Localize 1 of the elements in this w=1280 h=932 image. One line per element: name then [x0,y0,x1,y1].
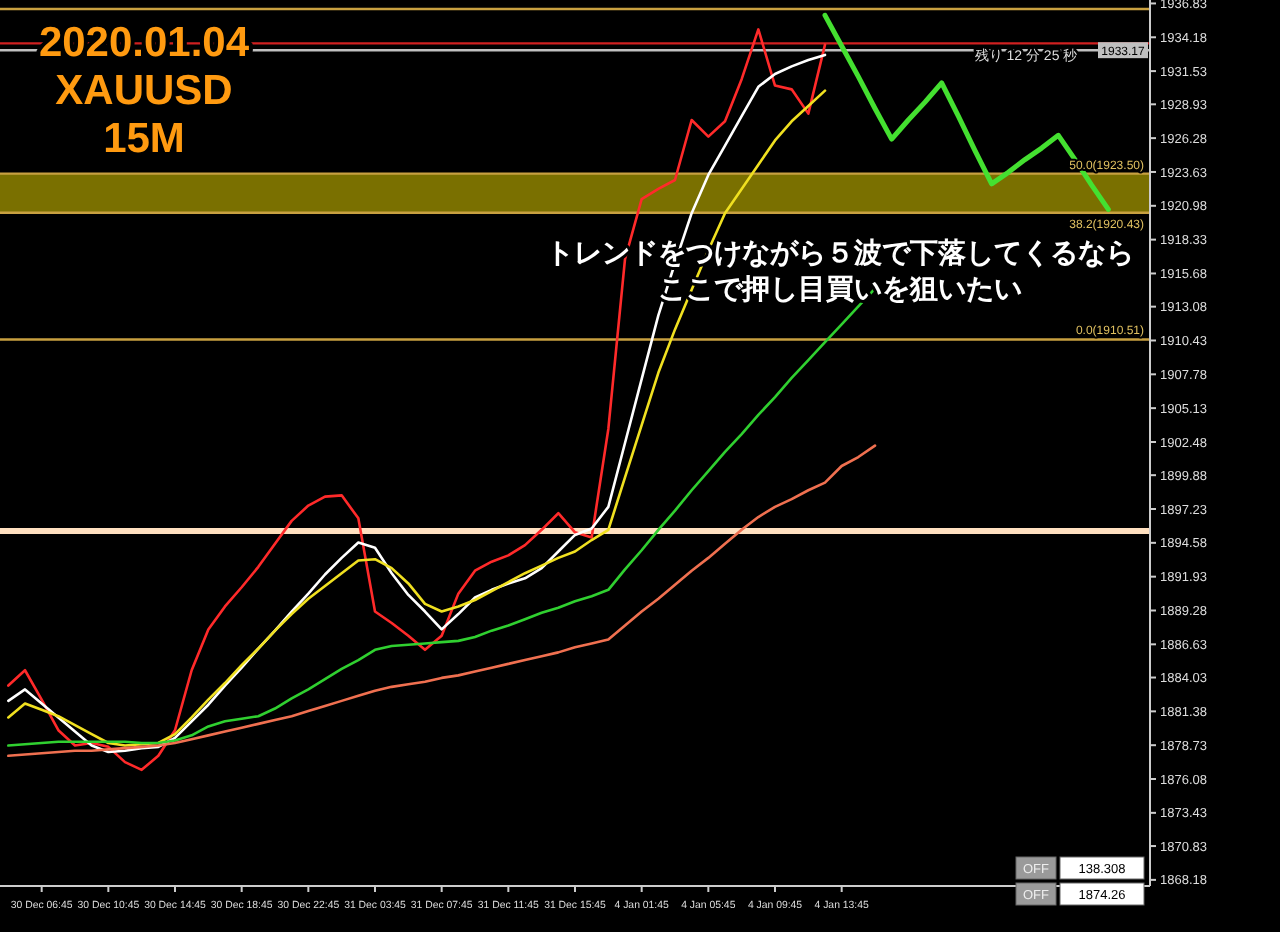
line-series [7,444,877,758]
